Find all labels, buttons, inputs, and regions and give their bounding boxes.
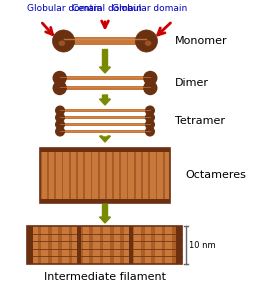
Ellipse shape xyxy=(55,120,65,130)
Ellipse shape xyxy=(53,30,75,52)
Bar xyxy=(40,147,170,202)
Bar xyxy=(60,76,150,80)
Bar xyxy=(83,147,85,202)
FancyArrow shape xyxy=(100,50,110,73)
Ellipse shape xyxy=(145,40,152,46)
Bar xyxy=(28,226,182,264)
Bar xyxy=(162,226,165,264)
Bar xyxy=(141,147,143,202)
Bar xyxy=(105,147,107,202)
Bar xyxy=(60,130,150,133)
Bar xyxy=(28,226,34,264)
Ellipse shape xyxy=(143,81,158,95)
Bar xyxy=(77,226,81,264)
Ellipse shape xyxy=(59,40,65,46)
Ellipse shape xyxy=(135,30,158,52)
Bar xyxy=(177,226,182,264)
Bar xyxy=(47,147,49,202)
Bar xyxy=(134,147,136,202)
Text: 10 nm: 10 nm xyxy=(190,241,216,250)
Text: Tetramer: Tetramer xyxy=(175,116,225,126)
Bar xyxy=(131,226,135,264)
Bar xyxy=(28,226,182,264)
Ellipse shape xyxy=(145,113,155,122)
Bar xyxy=(148,147,150,202)
Bar xyxy=(40,147,42,202)
Bar xyxy=(156,147,157,202)
Bar xyxy=(91,147,92,202)
Bar xyxy=(129,226,133,264)
Bar xyxy=(100,226,103,264)
Ellipse shape xyxy=(145,120,155,130)
Text: Globular domain: Globular domain xyxy=(28,4,103,13)
Ellipse shape xyxy=(143,71,158,85)
Ellipse shape xyxy=(55,127,65,137)
Bar xyxy=(90,226,93,264)
Text: Monomer: Monomer xyxy=(175,36,228,46)
Bar xyxy=(38,226,41,264)
Bar xyxy=(120,147,121,202)
Text: Octameres: Octameres xyxy=(185,170,246,180)
Bar xyxy=(69,147,71,202)
Ellipse shape xyxy=(145,127,155,137)
Bar xyxy=(60,123,150,126)
Ellipse shape xyxy=(55,113,65,122)
Bar xyxy=(110,226,114,264)
Bar xyxy=(98,147,100,202)
Text: Dimer: Dimer xyxy=(175,78,209,88)
Bar xyxy=(40,147,170,202)
Bar xyxy=(163,147,165,202)
FancyArrow shape xyxy=(100,95,110,105)
Bar xyxy=(28,226,31,264)
Bar xyxy=(48,226,52,264)
Ellipse shape xyxy=(55,105,65,115)
Bar xyxy=(58,226,62,264)
Bar xyxy=(54,147,56,202)
Bar xyxy=(62,147,63,202)
Ellipse shape xyxy=(53,71,67,85)
Bar xyxy=(60,86,150,90)
Bar xyxy=(76,147,78,202)
Bar xyxy=(60,109,150,112)
Bar xyxy=(172,226,176,264)
Ellipse shape xyxy=(145,105,155,115)
Bar xyxy=(60,116,150,119)
Ellipse shape xyxy=(53,81,67,95)
Bar xyxy=(64,38,147,45)
Bar xyxy=(79,226,83,264)
Bar xyxy=(120,226,124,264)
Bar xyxy=(152,226,155,264)
FancyArrow shape xyxy=(100,136,110,142)
Bar xyxy=(112,147,114,202)
FancyArrow shape xyxy=(100,205,110,223)
Bar xyxy=(40,147,170,151)
Text: Central domain: Central domain xyxy=(72,4,142,13)
Bar xyxy=(141,226,145,264)
Bar xyxy=(40,198,170,202)
Bar xyxy=(69,226,73,264)
Bar xyxy=(127,147,128,202)
Text: Intermediate filament: Intermediate filament xyxy=(44,272,166,282)
Text: Globular domain: Globular domain xyxy=(112,4,187,13)
